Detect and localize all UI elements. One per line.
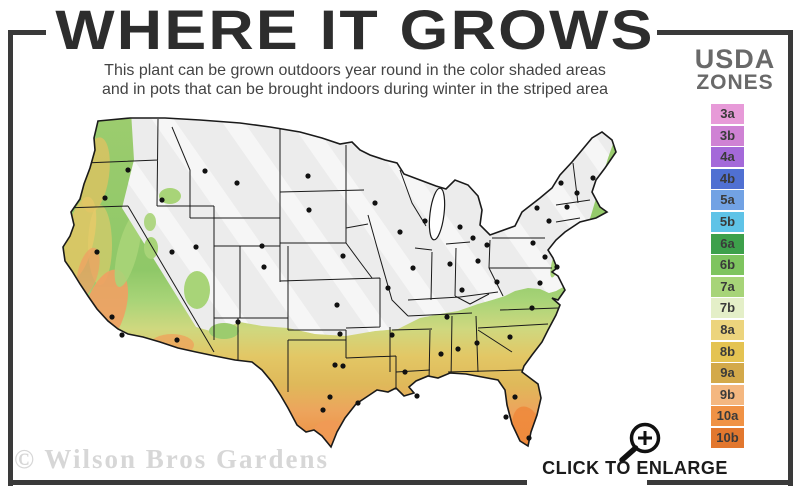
legend-zone-3b: 3b — [711, 125, 744, 146]
legend-zone-10a: 10a — [711, 406, 744, 427]
legend-zones: 3a 3b 4a 4b 5a 5b 6a 6b 7a 7b 8a 8b 9a 9b 10a 10b — [711, 104, 744, 450]
frame-right — [788, 30, 793, 486]
legend-zone-4b: 4b — [711, 168, 744, 189]
legend-zone-5a: 5a — [711, 190, 744, 211]
legend-zone-9a: 9a — [711, 363, 744, 384]
legend-title: USDA ZONES — [676, 46, 794, 94]
state-borders — [63, 118, 591, 392]
subtitle-line-1: This plant can be grown outdoors year ro… — [104, 62, 606, 79]
lake-michigan — [428, 187, 446, 241]
legend-zone-10b: 10b — [711, 427, 744, 448]
legend-title-zones: ZONES — [696, 71, 774, 94]
legend-zone-3a: 3a — [711, 104, 744, 124]
subtitle-line-2: and in pots that can be brought indoors … — [101, 81, 609, 98]
magnifier-plus-icon[interactable] — [610, 408, 680, 468]
frame-left — [8, 30, 13, 486]
watermark: © Wilson Bros Gardens — [14, 444, 329, 474]
frame-bottom-left — [8, 480, 527, 485]
frame-top-right — [657, 30, 793, 35]
legend-zone-8b: 8b — [711, 341, 744, 362]
legend-zone-7a: 7a — [711, 276, 744, 297]
page-title: WHERE IT GROWS — [55, 0, 655, 61]
us-outline — [62, 117, 617, 449]
map-fill-layers — [63, 118, 616, 447]
city-dots — [94, 167, 596, 441]
legend-zone-5b: 5b — [711, 211, 744, 232]
legend-title-usda: USDA — [694, 44, 776, 74]
legend-zone-6b: 6b — [711, 255, 744, 276]
subtitle: This plant can be grown outdoors year ro… — [40, 61, 670, 99]
legend-zone-9b: 9b — [711, 384, 744, 405]
legend-zone-6a: 6a — [711, 233, 744, 254]
frame-top-left — [8, 30, 46, 35]
click-to-enlarge-label[interactable]: CLICK TO ENLARGE — [542, 458, 728, 478]
frame-bottom-right — [647, 480, 793, 485]
legend-zone-8a: 8a — [711, 319, 744, 340]
legend-zone-7b: 7b — [711, 298, 744, 319]
legend-zone-4a: 4a — [711, 147, 744, 168]
